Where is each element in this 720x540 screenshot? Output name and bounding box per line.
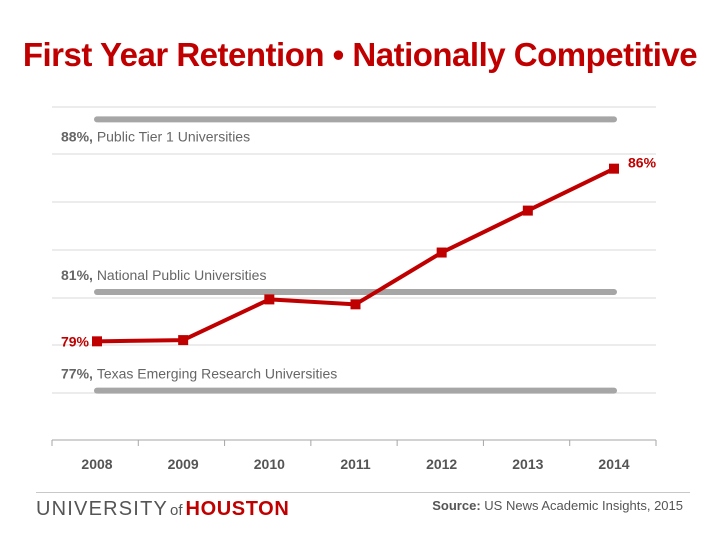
data-labels: 79% 86% xyxy=(61,155,657,350)
source-text: US News Academic Insights, 2015 xyxy=(484,498,683,513)
x-tick-label: 2012 xyxy=(426,456,457,472)
retention-series xyxy=(92,163,619,347)
data-point xyxy=(522,205,533,216)
logo-of: of xyxy=(170,502,183,519)
series-line xyxy=(96,166,615,344)
x-tick-label: 2010 xyxy=(254,456,285,472)
data-point xyxy=(609,163,619,174)
x-axis: 2008 2009 2010 2011 2012 2013 2014 xyxy=(51,439,657,472)
benchmark-label: 88%, Public Tier 1 Universities xyxy=(61,128,250,144)
benchmark-lines: 88%, Public Tier 1 Universities 81%, Nati… xyxy=(61,116,617,394)
logo-houston: HOUSTON xyxy=(185,498,290,520)
data-point xyxy=(350,299,361,310)
data-point xyxy=(178,335,189,346)
data-label: 79% xyxy=(61,333,90,349)
x-tick-label: 2009 xyxy=(168,456,199,472)
benchmark-value: 81%, xyxy=(61,267,97,283)
x-tick-label: 2014 xyxy=(598,456,629,472)
data-point xyxy=(92,336,102,347)
source-label: Source: xyxy=(432,498,481,513)
benchmark-name: National Public Universities xyxy=(97,267,267,283)
benchmark-value: 88%, xyxy=(61,128,97,144)
university-logo: UNIVERSITY of HOUSTON xyxy=(36,498,289,521)
footer-divider xyxy=(36,492,690,493)
page-title: First Year Retention • Nationally Compet… xyxy=(22,36,698,73)
benchmark-value: 77%, xyxy=(61,366,97,382)
data-point xyxy=(264,294,275,305)
source-note: Source: US News Academic Insights, 2015 xyxy=(432,498,683,513)
x-tick-label: 2011 xyxy=(340,456,371,472)
logo-university: UNIVERSITY xyxy=(36,498,169,520)
x-tick-label: 2008 xyxy=(81,456,112,472)
data-point xyxy=(436,247,447,258)
benchmark-label: 81%, National Public Universities xyxy=(61,267,266,283)
gridlines xyxy=(52,106,656,394)
benchmark-name: Texas Emerging Research Universities xyxy=(97,366,337,382)
benchmark-name: Public Tier 1 Universities xyxy=(97,128,250,144)
benchmark-label: 77%, Texas Emerging Research Universitie… xyxy=(61,366,337,382)
data-label: 86% xyxy=(628,155,657,171)
x-tick-label: 2013 xyxy=(512,456,543,472)
